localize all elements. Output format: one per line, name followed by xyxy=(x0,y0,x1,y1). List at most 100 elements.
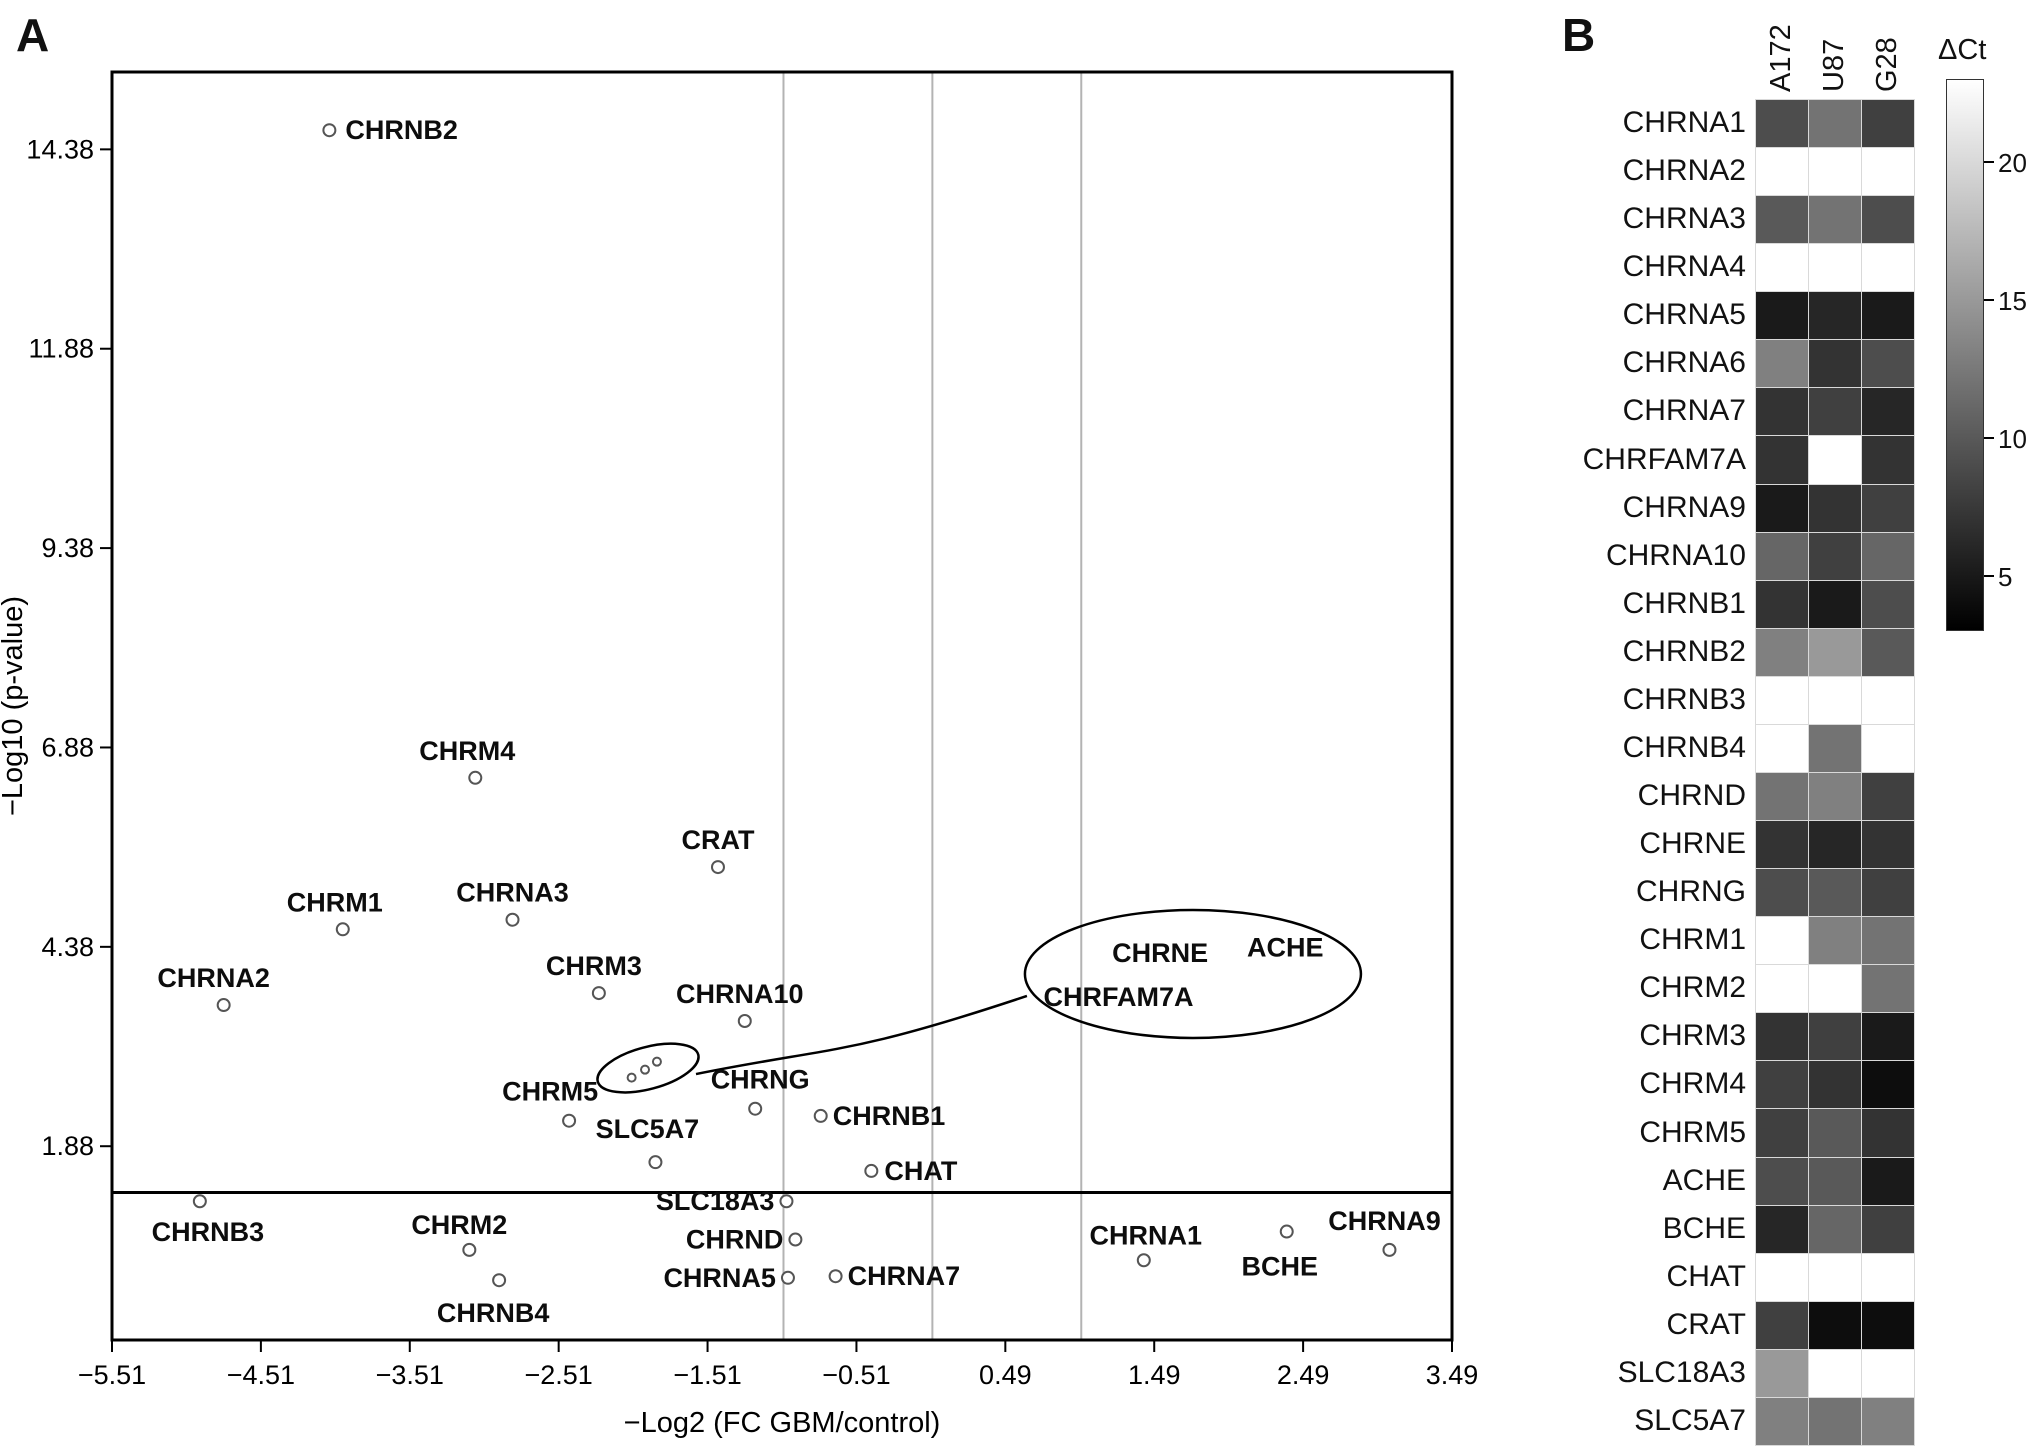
colorbar-tick-mark xyxy=(1984,436,1994,439)
point-label: CHRNB1 xyxy=(833,1101,946,1131)
heatmap-row-label: CHRNB3 xyxy=(1622,682,1746,716)
x-tick-label: 0.49 xyxy=(979,1360,1032,1390)
heatmap-row-label: CHRNA3 xyxy=(1622,202,1746,236)
heatmap-row-label: CHRND xyxy=(1637,779,1746,812)
heatmap-row-label: CHRM1 xyxy=(1639,923,1746,957)
point-label: CHRNA5 xyxy=(663,1263,776,1293)
data-point xyxy=(322,123,337,138)
x-tick-label: 2.49 xyxy=(1277,1360,1330,1390)
heatmap-cell xyxy=(1755,1348,1809,1398)
x-tick-label: −1.51 xyxy=(673,1360,741,1390)
heatmap-row-label: CHRM4 xyxy=(1639,1067,1746,1101)
plot-border xyxy=(110,70,1454,1342)
heatmap-row-label: SLC18A3 xyxy=(1617,1355,1746,1389)
heatmap-cell xyxy=(1861,1252,1915,1302)
colorbar-tick-mark xyxy=(1984,160,1994,163)
heatmap-cell xyxy=(1808,1204,1862,1254)
x-tick-label: −0.51 xyxy=(822,1360,890,1390)
heatmap-cell xyxy=(1808,531,1862,581)
heatmap-cell xyxy=(1861,868,1915,918)
heatmap-cell xyxy=(1808,675,1862,725)
heatmap-row-label: CHRNB4 xyxy=(1622,730,1746,764)
colorbar-title: ΔCt xyxy=(1938,34,1987,66)
heatmap-row-label: CHAT xyxy=(1666,1259,1746,1293)
y-tick-label: 14.38 xyxy=(26,134,94,164)
heatmap-row-label: CHRFAM7A xyxy=(1582,442,1746,476)
heatmap-cell xyxy=(1755,1252,1809,1302)
heatmap-cell xyxy=(1755,291,1809,341)
heatmap-cell xyxy=(1808,147,1862,197)
data-point xyxy=(748,1101,763,1116)
heatmap-cell xyxy=(1808,483,1862,533)
heatmap-cell xyxy=(1808,1060,1862,1110)
heatmap-cell xyxy=(1861,99,1915,149)
data-point xyxy=(828,1269,843,1284)
point-label: CHRM3 xyxy=(546,951,642,981)
data-point xyxy=(1382,1242,1397,1257)
heatmap-row-label: CHRNB1 xyxy=(1622,586,1746,620)
cluster-data-point xyxy=(626,1072,637,1083)
data-point xyxy=(864,1163,879,1178)
point-label: CHRNG xyxy=(711,1065,810,1095)
data-point xyxy=(1279,1224,1294,1239)
heatmap-cell xyxy=(1861,147,1915,197)
heatmap-row-label: CRAT xyxy=(1666,1307,1746,1341)
heatmap-row-label: CHRNA6 xyxy=(1622,346,1746,380)
y-tick-label: 9.38 xyxy=(41,533,94,563)
data-point xyxy=(562,1113,577,1128)
data-point xyxy=(505,912,520,927)
heatmap-cell xyxy=(1755,1012,1809,1062)
heatmap-cell xyxy=(1755,820,1809,870)
annotation-ellipse-cluster xyxy=(596,1042,700,1094)
data-point xyxy=(710,860,725,875)
heatmap-row-label: ACHE xyxy=(1662,1163,1746,1197)
annotation-ellipse-large xyxy=(1023,908,1363,1040)
heatmap-cell xyxy=(1755,723,1809,773)
heatmap-cell xyxy=(1808,195,1862,245)
point-label: CHRM2 xyxy=(411,1210,507,1240)
heatmap-cell xyxy=(1808,435,1862,485)
data-point xyxy=(462,1242,477,1257)
heatmap-cell xyxy=(1808,243,1862,293)
data-point xyxy=(648,1155,663,1170)
heatmap-cell xyxy=(1861,675,1915,725)
data-point xyxy=(737,1014,752,1029)
cluster-data-point xyxy=(640,1064,651,1075)
heatmap-cell xyxy=(1755,675,1809,725)
point-label: CHRNA9 xyxy=(1328,1206,1441,1236)
data-point xyxy=(468,770,483,785)
y-tick-label: 4.38 xyxy=(41,932,94,962)
heatmap-column-header: A172 xyxy=(1764,24,1797,92)
point-label: CHRNA1 xyxy=(1090,1220,1203,1250)
data-point xyxy=(335,922,350,937)
heatmap-cell xyxy=(1755,1060,1809,1110)
heatmap-cell xyxy=(1755,1204,1809,1254)
panel-b-label: B xyxy=(1562,9,1596,61)
heatmap-cell xyxy=(1808,820,1862,870)
y-tick-label: 6.88 xyxy=(41,732,94,762)
heatmap-cell xyxy=(1755,771,1809,822)
data-point xyxy=(492,1273,507,1288)
data-point xyxy=(779,1194,794,1209)
ellipse-gene-label: CHRFAM7A xyxy=(1043,982,1193,1012)
annotation-connector xyxy=(695,994,1028,1076)
heatmap-cell xyxy=(1755,1156,1809,1206)
cluster-data-point xyxy=(651,1056,662,1067)
point-label: BCHE xyxy=(1241,1252,1318,1282)
heatmap-row-label: CHRNB2 xyxy=(1622,634,1746,668)
data-point xyxy=(192,1194,207,1209)
heatmap-cell xyxy=(1808,1108,1862,1158)
data-point xyxy=(216,998,231,1013)
x-tick-label: −5.51 xyxy=(78,1360,146,1390)
heatmap-row-label: CHRNA1 xyxy=(1622,106,1746,140)
heatmap-cell xyxy=(1861,1156,1915,1206)
colorbar-tick-label: 15 xyxy=(1998,285,2027,316)
heatmap-cell xyxy=(1808,723,1862,773)
heatmap-row-label: SLC5A7 xyxy=(1634,1403,1746,1437)
heatmap-cell xyxy=(1808,1396,1862,1446)
panel-a-label: A xyxy=(16,9,50,61)
colorbar-tick-label: 20 xyxy=(1998,147,2027,178)
heatmap-cell xyxy=(1861,964,1915,1014)
heatmap-cell xyxy=(1861,916,1915,966)
point-label: CHAT xyxy=(884,1156,957,1186)
